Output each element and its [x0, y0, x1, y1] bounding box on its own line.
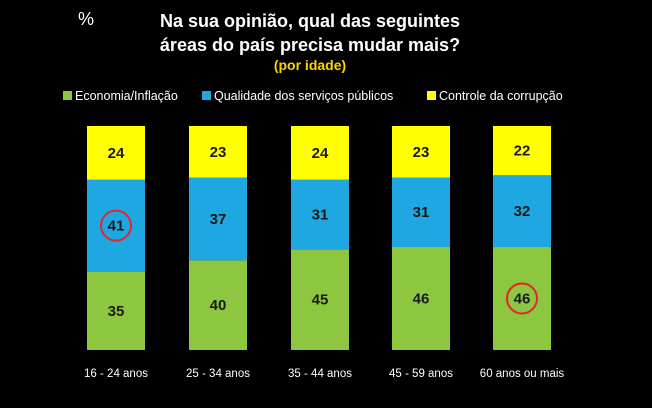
bar-segment — [87, 271, 145, 350]
data-label: 35 — [108, 303, 125, 320]
legend-swatch — [427, 91, 436, 100]
bar-segment — [189, 126, 247, 178]
bar-segment — [392, 126, 450, 178]
bar-segment — [392, 246, 450, 350]
category-label: 16 - 24 anos — [84, 368, 148, 380]
chart-title-line-1: Na sua opinião, qual das seguintes — [160, 11, 460, 31]
bar-segment — [87, 179, 145, 272]
bar-segment — [291, 249, 349, 350]
data-label: 23 — [210, 144, 227, 161]
chart-subtitle: (por idade) — [274, 57, 346, 73]
data-label: 41 — [108, 218, 125, 235]
bar-segment — [87, 126, 145, 180]
legend: Economia/Inflação Qualidade dos serviços … — [63, 89, 563, 103]
data-label: 31 — [312, 206, 329, 223]
category-label: 45 - 59 anos — [389, 368, 453, 380]
data-label: 32 — [514, 203, 531, 220]
legend-label: Qualidade dos serviços públicos — [214, 89, 393, 103]
bar-segment — [493, 175, 551, 247]
highlight-circle — [100, 209, 132, 242]
data-label: 24 — [108, 145, 125, 162]
data-label: 23 — [413, 144, 430, 161]
data-label: 37 — [210, 211, 227, 228]
data-label: 24 — [312, 145, 329, 162]
bar-segment — [291, 126, 349, 180]
bar-segment — [189, 260, 247, 350]
bars-group: 35 41 24 40 37 23 45 31 24 46 31 23 46 32 22 — [87, 126, 551, 350]
data-label: 45 — [312, 292, 329, 309]
unit-label: % — [78, 9, 94, 29]
data-label: 46 — [413, 290, 430, 307]
legend-swatch — [63, 91, 72, 100]
category-label: 60 anos ou mais — [480, 368, 565, 380]
data-label: 22 — [514, 143, 531, 160]
data-label: 46 — [514, 290, 531, 307]
category-label: 35 - 44 anos — [288, 368, 352, 380]
data-label: 40 — [210, 297, 227, 314]
category-label: 25 - 34 anos — [186, 368, 250, 380]
legend-label: Controle da corrupção — [439, 89, 563, 103]
category-labels: 16 - 24 anos 25 - 34 anos 35 - 44 anos 45 -… — [84, 368, 564, 380]
bar-segment — [189, 177, 247, 261]
bar-segment — [493, 126, 551, 176]
bar-segment — [291, 179, 349, 250]
highlight-circle — [506, 282, 538, 315]
bar-segment — [493, 246, 551, 350]
data-label: 31 — [413, 204, 430, 221]
bar-segment — [392, 177, 450, 247]
legend-label: Economia/Inflação — [75, 89, 178, 103]
legend-swatch — [202, 91, 211, 100]
chart-title-line-2: áreas do país precisa mudar mais? — [160, 35, 460, 55]
